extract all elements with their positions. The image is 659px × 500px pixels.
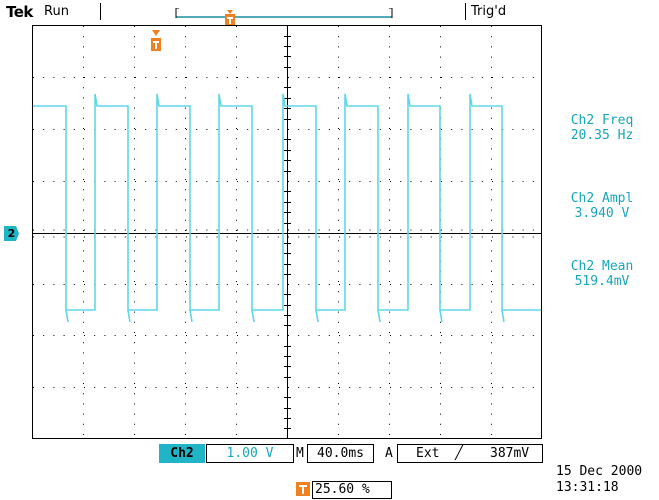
rising-edge-icon: ╱: [455, 446, 463, 461]
measurement-value: 20.35 Hz: [570, 128, 634, 143]
brand-logo: Tek: [6, 3, 33, 21]
date-readout: 15 Dec 2000: [556, 464, 643, 479]
trigger-position-icon: [296, 482, 310, 496]
divider: [100, 3, 101, 20]
trigger-mode: A: [385, 446, 393, 461]
measurement-label: Ch2 Freq: [570, 113, 634, 128]
record-length-bar: [175, 8, 393, 18]
trigger-status: Trig'd: [471, 4, 507, 19]
ch2-trace: [33, 93, 541, 311]
measurement-label: Ch2 Ampl: [570, 191, 634, 206]
volts-per-div[interactable]: 1.00 V: [206, 444, 294, 463]
divider: [465, 3, 466, 20]
measurement-ampl: Ch2 Ampl 3.940 V: [548, 191, 656, 221]
trigger-position-marker-icon: [225, 10, 235, 26]
measurement-mean: Ch2 Mean 519.4mV: [548, 259, 656, 289]
measurement-value: 519.4mV: [574, 274, 630, 289]
trigger-point-icon: [151, 30, 161, 51]
ch2-reference-marker[interactable]: 2: [4, 226, 19, 241]
measurement-value: 3.940 V: [574, 206, 630, 221]
measurement-label: Ch2 Mean: [570, 259, 634, 274]
trigger-source: Ext: [416, 446, 440, 461]
acquisition-state: Run: [44, 4, 69, 19]
time-per-div[interactable]: 40.0ms: [307, 444, 374, 463]
trigger-settings[interactable]: Ext ╱ 387mV: [397, 444, 543, 463]
trigger-position-value[interactable]: 25.60 %: [312, 481, 392, 499]
axis-ticks: [284, 36, 291, 429]
time-readout: 13:31:18: [556, 480, 619, 495]
measurement-freq: Ch2 Freq 20.35 Hz: [548, 113, 656, 143]
timebase-prefix: M: [296, 446, 304, 461]
channel-badge[interactable]: Ch2: [159, 444, 205, 463]
trigger-level: 387mV: [490, 446, 530, 461]
